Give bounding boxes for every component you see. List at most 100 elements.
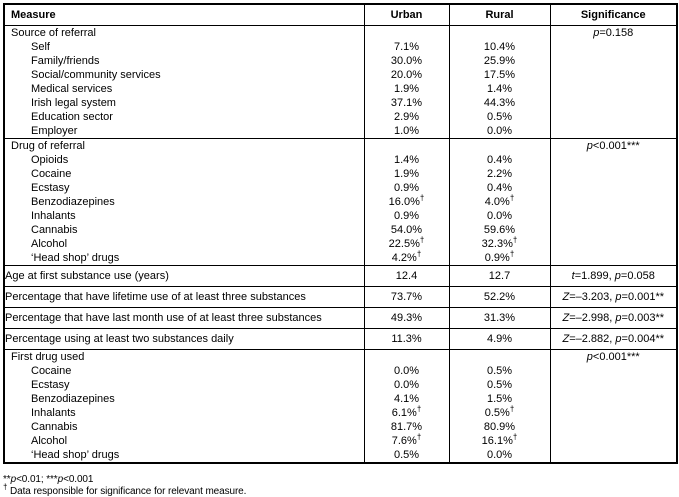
measure-label: Percentage using at least two substances… [3,328,365,350]
urban-value: 0.0% [393,365,420,377]
measure-label: Alcohol [31,435,68,447]
urban-value: 22.5%† [388,235,425,250]
rural-value: 32.3%† [481,235,518,250]
group-row: Source of referral Self Family/friends Soci… [3,25,678,139]
measure-label: Cocaine [31,365,72,377]
urban-spacer [365,350,448,364]
urban-value: 11.3% [363,328,450,350]
significance-cell: p=0.158 [549,25,678,139]
rural-value: 0.5% [486,365,513,377]
urban-cell: 7.1% 30.0% 20.0% 1.9% 37.1% 2.9% 1.0% [363,25,450,139]
urban-value: 2.9% [393,111,420,123]
urban-value: 4.1% [393,393,420,405]
measure-label: ‘Head shop’ drugs [31,449,120,461]
measure-label: Alcohol [31,238,68,250]
urban-cell: 1.4% 1.9% 0.9% 16.0%† 0.9% 54.0% 22.5%† 4.2%† [363,138,450,266]
significance-value: Z=–2.882, p=0.004** [549,328,678,350]
column-header-significance: Significance [549,3,678,26]
rural-value: 0.9%† [484,249,515,264]
urban-value: 1.9% [393,168,420,180]
urban-value: 0.9% [393,182,420,194]
rural-value: 16.1%† [481,432,518,447]
urban-value: 7.1% [393,41,420,53]
rural-spacer [450,140,549,154]
measure-label: Inhalants [31,210,76,222]
urban-value: 6.1%† [391,404,422,419]
urban-spacer [365,140,448,154]
rural-value: 52.2% [448,286,551,308]
urban-spacer [365,27,448,41]
measure-label: Education sector [31,111,113,123]
significance-value: Z=–3.203, p=0.001** [549,286,678,308]
measure-cell: Source of referral Self Family/friends Soci… [3,25,365,139]
measure-label: Benzodiazepines [31,196,115,208]
urban-value: 30.0% [390,55,423,67]
urban-value: 0.0% [393,379,420,391]
urban-value: 0.9% [393,210,420,222]
urban-value: 7.6%† [391,432,422,447]
urban-value: 37.1% [390,97,423,109]
measure-row: Age at first substance use (years) 12.4 12… [3,265,678,287]
significance-value: t=1.899, p=0.058 [549,265,678,287]
measure-label: ‘Head shop’ drugs [31,252,120,264]
urban-value: 81.7% [390,421,423,433]
significance-value: p=0.158 [593,27,634,39]
rural-value: 4.9% [448,328,551,350]
group-row: Drug of referral Opioids Cocaine Ecstasy Ben… [3,138,678,266]
rural-value: 25.9% [483,55,516,67]
significance-value: p<0.001*** [586,140,640,152]
rural-value: 0.4% [486,154,513,166]
measure-label: Inhalants [31,407,76,419]
significance-value: p<0.001*** [586,351,640,363]
measure-row: Percentage using at least two substances… [3,328,678,350]
rural-value: 10.4% [483,41,516,53]
footnotes: **p<0.01; ***p<0.001 † Data responsible … [3,474,246,497]
rural-value: 80.9% [483,421,516,433]
urban-value: 1.0% [393,125,420,137]
measure-label: Self [31,41,50,53]
rural-cell: 10.4% 25.9% 17.5% 1.4% 44.3% 0.5% 0.0% [448,25,551,139]
rural-value: 12.7 [448,265,551,287]
urban-value: 4.2%† [391,249,422,264]
rural-value: 0.4% [486,182,513,194]
measure-label: Irish legal system [31,97,116,109]
rural-cell: 0.4% 2.2% 0.4% 4.0%† 0.0% 59.6% 32.3%† 0.9%† [448,138,551,266]
urban-value: 16.0%† [388,193,425,208]
urban-value: 73.7% [363,286,450,308]
significance-cell: p<0.001*** [549,138,678,266]
footnote-dagger-explanation: † Data responsible for significance for … [3,482,247,497]
measure-label: Age at first substance use (years) [3,265,365,287]
rural-value: 4.0%† [484,193,515,208]
measure-label: Percentage that have lifetime use of at … [3,286,365,308]
section-label: Source of referral [11,27,96,39]
measure-label: Family/friends [31,55,100,67]
measure-label: Cannabis [31,224,78,236]
rural-value: 59.6% [483,224,516,236]
measure-label: Benzodiazepines [31,393,115,405]
urban-value: 12.4 [363,265,450,287]
significance-value: Z=–2.998, p=0.003** [549,307,678,329]
measure-cell: First drug used Cocaine Ecstasy Benzodiazep… [3,349,365,464]
measure-label: Opioids [31,154,69,166]
measure-label: Employer [31,125,78,137]
rural-value: 1.5% [486,393,513,405]
measure-label: Ecstasy [31,182,70,194]
urban-value: 1.4% [393,154,420,166]
table-body: Source of referral Self Family/friends Soci… [3,25,678,464]
rural-value: 44.3% [483,97,516,109]
measure-label: Social/community services [31,69,161,81]
measure-label: Ecstasy [31,379,70,391]
measure-cell: Drug of referral Opioids Cocaine Ecstasy Ben… [3,138,365,266]
rural-value: 0.0% [486,449,513,461]
header-row: Measure Urban Rural Significance [3,3,678,26]
section-label: First drug used [11,351,85,363]
measure-row: Percentage that have lifetime use of at … [3,286,678,308]
urban-value: 1.9% [393,83,420,95]
rural-value: 2.2% [486,168,513,180]
rural-cell: 0.5% 0.5% 1.5% 0.5%† 80.9% 16.1%† 0.0% [448,349,551,464]
rural-spacer [450,27,549,41]
rural-value: 1.4% [486,83,513,95]
column-header-rural: Rural [448,3,551,26]
rural-value: 17.5% [483,69,516,81]
